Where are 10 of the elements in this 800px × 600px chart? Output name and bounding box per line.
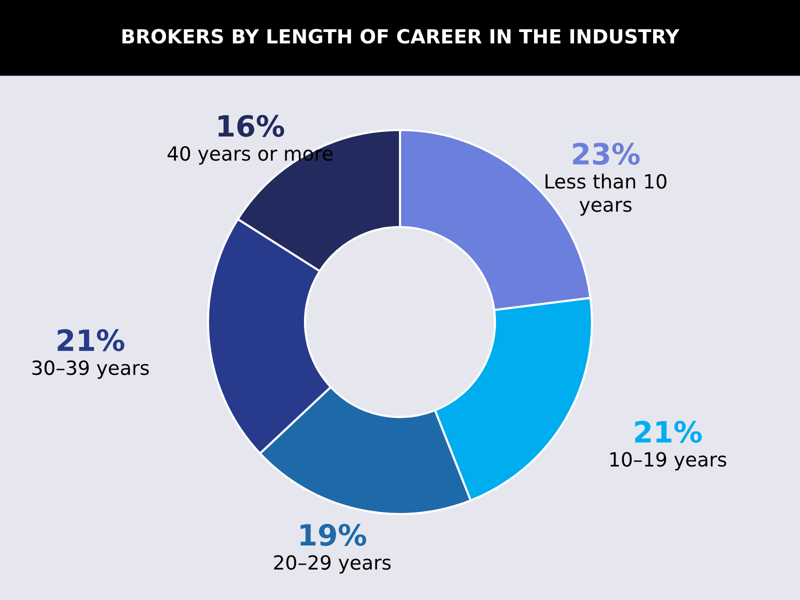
data-label: 16% xyxy=(218,114,284,137)
slice-label: 20–29 years xyxy=(274,555,391,574)
slice-label: 10–19 years xyxy=(610,452,726,470)
data-label: 23% xyxy=(573,142,640,165)
slice-label: Less than 10 years xyxy=(546,174,666,216)
data-label: 19% xyxy=(300,524,366,546)
data-label: 21% xyxy=(58,329,124,352)
data-label: 21% xyxy=(635,420,702,443)
slice-label: 30–39 years xyxy=(32,360,149,379)
chart-title: BROKERS BY LENGTH OF CAREER IN THE INDUSTRY xyxy=(122,28,680,44)
